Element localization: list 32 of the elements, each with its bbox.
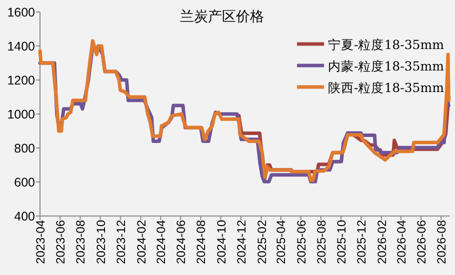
x-tick-label: 2025-10	[334, 220, 348, 264]
x-tick-label: 2024-04	[154, 220, 168, 264]
x-tick-label: 2025-08	[314, 220, 328, 264]
x-tick-label: 2024-10	[214, 220, 228, 264]
x-tick-label: 2023-04	[34, 220, 48, 264]
y-tick-label: 1200	[7, 74, 36, 88]
x-tick-label: 2023-08	[74, 220, 88, 264]
y-tick-label: 800	[14, 142, 36, 156]
legend-label: 内蒙-粒度18-35mm	[328, 58, 444, 74]
x-tick-label: 2024-12	[234, 220, 248, 264]
chart-title: 兰炭产区价格	[180, 9, 264, 25]
x-tick-label: 2026-08	[434, 220, 449, 264]
y-tick-label: 1000	[7, 108, 36, 122]
y-tick-label: 600	[14, 176, 36, 190]
x-tick-label: 2026-04	[394, 220, 408, 264]
x-tick-label: 2024-02	[134, 220, 148, 264]
legend-label: 陕西-粒度18-35mm	[328, 80, 444, 95]
x-tick-label: 2025-06	[294, 220, 308, 264]
y-tick-label: 1600	[7, 6, 36, 20]
y-tick-label: 400	[14, 210, 36, 224]
x-tick-label: 2025-04	[274, 220, 288, 264]
x-tick-label: 2025-02	[254, 220, 269, 264]
legend-label: 宁夏-粒度18-35mm	[328, 37, 444, 52]
x-tick-label: 2026-06	[414, 220, 429, 264]
x-tick-label: 2024-08	[194, 220, 208, 264]
y-tick-label: 1400	[7, 40, 36, 54]
x-tick-label: 2023-06	[54, 220, 68, 264]
x-tick-label: 2025-12	[354, 220, 369, 264]
x-tick-label: 2023-12	[114, 220, 128, 264]
x-tick-label: 2023-10	[94, 220, 108, 264]
x-tick-label: 2024-06	[174, 220, 188, 264]
x-tick-label: 2026-02	[375, 220, 389, 264]
